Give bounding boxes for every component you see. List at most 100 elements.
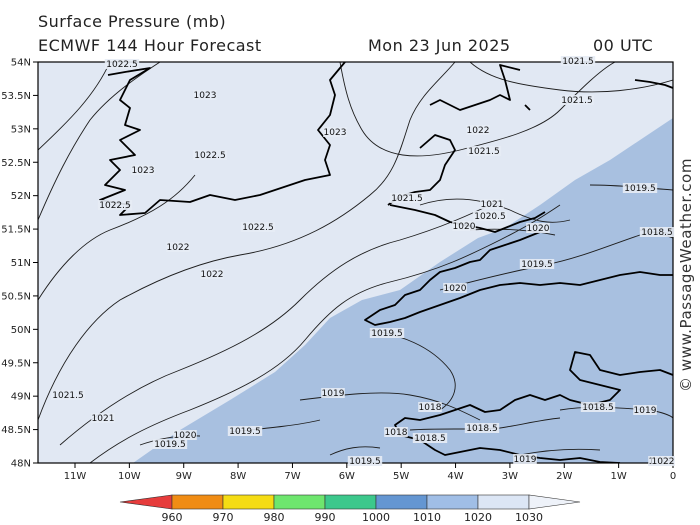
colorbar-label: 1000 [362, 511, 390, 524]
coastlines [99, 62, 673, 463]
chart-title: Surface Pressure (mb) [38, 12, 227, 31]
isobar-label-bg [131, 165, 155, 175]
colorbar-segment [171, 494, 224, 510]
isobar-label: 1019 [634, 406, 657, 416]
isobar-label-bg [466, 125, 490, 135]
isobar-label: 1021.5 [562, 57, 594, 67]
coast-ireland [99, 62, 346, 216]
isobar-label-bg [466, 146, 502, 156]
isobar-label: 1020 [453, 222, 476, 232]
latitude-axis: 54N 53.5N 53N 52.5N 52N 51.5N 51N 50.5N 50N 49.5N… [1, 58, 38, 470]
longitude-axis: 11W 10W 9W 8W 7W 6W 5W 4W 3W 2W 1W 0 [64, 463, 676, 482]
pressure-band-1015-1020 [133, 118, 673, 463]
isobar-label: 1021.5 [468, 147, 500, 157]
colorbar-segment [375, 494, 428, 510]
isobar-label-bg [104, 59, 140, 69]
isobar-label-bg [173, 430, 197, 440]
coast-uk-east [634, 79, 673, 89]
lat-label: 48.5N [1, 425, 31, 436]
lon-label: 1W [611, 471, 627, 482]
isobar-label: 1018.5 [466, 424, 498, 434]
isobar-label-bg [633, 405, 657, 415]
isobar-label: 1021.5 [561, 96, 593, 106]
lon-label: 10W [118, 471, 141, 482]
isobar-label: 1018.5 [582, 403, 614, 413]
lon-label: 9W [176, 471, 192, 482]
isobar-label: 1022.5 [106, 60, 138, 70]
isobar-label-bg [622, 183, 658, 193]
isobar-label-bg [50, 390, 86, 400]
isobar [469, 62, 673, 93]
isobar-label-bg [559, 95, 595, 105]
isobar-label-bg [412, 433, 448, 443]
lat-label: 52.5N [1, 158, 31, 169]
isobar-label-bg [152, 439, 188, 449]
lat-label: 53.5N [1, 91, 31, 102]
lat-label: 51N [11, 258, 31, 269]
isobar [519, 448, 601, 456]
isobar [419, 198, 571, 223]
isobar-label: 1021.5 [391, 194, 423, 204]
isobar [38, 62, 111, 151]
isobar-label-bg [560, 56, 596, 66]
colorbar-segment [324, 494, 377, 510]
isobar-label-bg [513, 454, 537, 464]
isobar-label-bg [166, 242, 190, 252]
lon-label: 2W [556, 471, 572, 482]
isobar-label-bg [519, 259, 555, 269]
isobar-label-bg [193, 90, 217, 100]
colorbar-arrow-high [528, 494, 581, 510]
colorbar-arrow-low [119, 494, 173, 510]
isobar-label: 1023 [132, 166, 155, 176]
isobar-label-bg [347, 456, 383, 466]
isobar-label: 1021 [481, 200, 504, 210]
isobar-label-bg [200, 269, 224, 279]
lat-label: 52N [11, 191, 31, 202]
isobar-label: 1020 [444, 284, 467, 294]
forecast-subtitle: ECMWF 144 Hour Forecast [38, 36, 262, 55]
coast-isle-man [524, 104, 531, 111]
isobars [38, 62, 673, 463]
isobar-label-bg [580, 402, 616, 412]
coast-france-north [394, 351, 673, 463]
lat-label: 54N [11, 58, 31, 69]
colorbar-label: 960 [162, 511, 183, 524]
colorbar-label: 1020 [464, 511, 492, 524]
isobar [469, 228, 556, 236]
isobar-label: 1019.5 [624, 184, 656, 194]
lat-label: 49.5N [1, 358, 31, 369]
lat-label: 49N [11, 392, 31, 403]
lon-label: 7W [284, 471, 300, 482]
lon-label: 4W [447, 471, 463, 482]
isobar-label-bg [418, 402, 442, 412]
isobar-label: 1021.5 [52, 391, 84, 401]
coast-cornwall [364, 231, 673, 326]
isobar [89, 204, 561, 463]
lat-label: 53N [11, 124, 31, 135]
isobar-label-bg [452, 221, 476, 231]
forecast-time: 00 UTC [593, 36, 654, 55]
isobar-label: 1018 [419, 403, 442, 413]
watermark-text: © www.PassageWeather.com [677, 157, 695, 393]
isobar-label-bg [639, 227, 675, 237]
watermark: © www.PassageWeather.com [674, 150, 698, 400]
isobar-label-bg [97, 200, 133, 210]
colorbar-segment [426, 494, 479, 510]
lon-label: 0 [670, 471, 676, 482]
isobar-label: 1019 [322, 389, 345, 399]
isobar [409, 417, 561, 431]
colorbar-segment [222, 494, 275, 510]
isobar-label-bg [480, 199, 504, 209]
isobar-label: 1019.5 [349, 457, 381, 467]
colorbar-label: 1030 [515, 511, 543, 524]
isobar-label: 1019 [514, 455, 537, 465]
lon-label: 8W [230, 471, 246, 482]
isobar-label-bg [464, 423, 500, 433]
colorbar-label: 980 [264, 511, 285, 524]
isobar-label-bg [472, 211, 508, 221]
isobar-label: 1022 [201, 270, 224, 280]
isobar-label: 1020 [527, 224, 550, 234]
forecast-date: Mon 23 Jun 2025 [368, 36, 511, 55]
lat-label: 50N [11, 325, 31, 336]
